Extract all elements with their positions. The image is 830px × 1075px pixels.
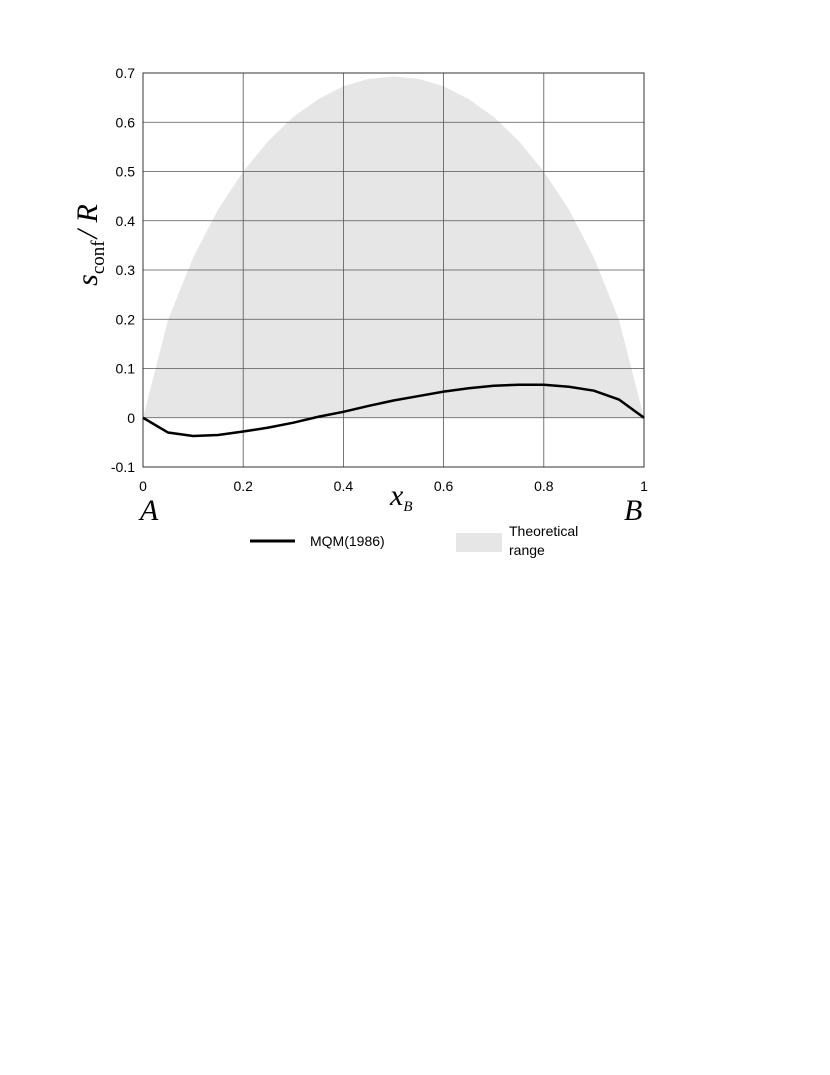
y-tick-label: -0.1 <box>111 459 135 475</box>
y-tick-label: 0.6 <box>116 114 136 130</box>
y-tick-label: 0.5 <box>116 164 136 180</box>
legend-swatch <box>456 533 502 552</box>
annotation: A <box>138 494 159 527</box>
x-tick-label: 0.2 <box>233 478 253 494</box>
line <box>142 383 645 438</box>
y-label-rest: / R <box>71 204 104 240</box>
y-tick-label: 0 <box>127 410 135 426</box>
x-tick-label: 0.4 <box>334 478 354 494</box>
y-tick-label: 0.4 <box>116 213 136 229</box>
x-label-sub: B <box>403 499 412 515</box>
y-label-sub: conf <box>88 240 109 274</box>
y-tick-label: 0.3 <box>116 262 136 278</box>
y-label-main: s <box>71 274 104 286</box>
plot-border <box>142 72 645 468</box>
y-tick-label: 0.1 <box>116 361 136 377</box>
y-axis-label: sconf/ R <box>71 204 109 286</box>
legend-label: Theoretical range <box>509 523 579 558</box>
annotation: B <box>624 494 642 527</box>
x-tick-label: 0 <box>139 478 147 494</box>
y-tick-label: 0.2 <box>116 311 136 327</box>
area <box>143 76 644 418</box>
x-tick-label: 0.8 <box>534 478 554 494</box>
x-tick-label: 1 <box>640 478 648 494</box>
plot-area: -0.100.10.20.30.40.50.60.70 0.2 0.4 0.6 0.8 1 <box>111 65 648 494</box>
x-axis-label: xB <box>389 479 413 515</box>
y-tick-label: 0.7 <box>116 65 136 81</box>
x-label-main: x <box>389 479 404 512</box>
x-tick-label: 0.6 <box>434 478 454 494</box>
legend-label: MQM(1986) <box>310 533 385 549</box>
